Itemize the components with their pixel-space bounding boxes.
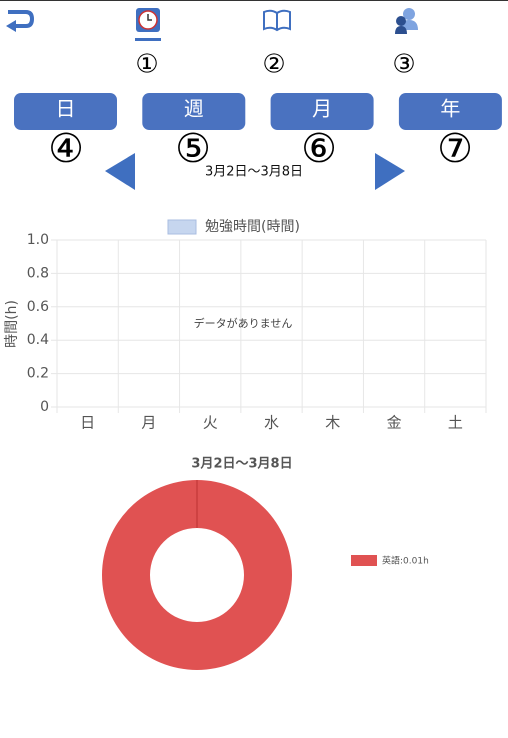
back-icon	[8, 10, 35, 28]
legend-swatch	[351, 555, 377, 566]
x-tick-label: 火	[203, 414, 218, 432]
x-tick-label: 金	[387, 414, 402, 432]
back-arrow	[6, 20, 16, 32]
prev-button[interactable]	[105, 153, 135, 190]
clock-tab[interactable]	[135, 8, 161, 41]
empty-message: データがありません	[194, 316, 293, 330]
x-tick-label: 水	[264, 414, 279, 432]
tab-button[interactable]	[14, 93, 117, 130]
donut-segment	[102, 480, 292, 670]
tab-label: 週	[184, 97, 204, 121]
tab-button[interactable]	[398, 93, 502, 130]
date-range: 3月2日～3月8日	[205, 165, 303, 180]
next-button[interactable]	[375, 153, 405, 190]
tab-label: 日	[56, 97, 76, 121]
clock-hands	[147, 14, 152, 21]
tab-button[interactable]	[270, 93, 374, 130]
legend-swatch	[167, 219, 197, 235]
x-tick-label: 土	[448, 414, 463, 432]
y-tick-label: 0.8	[27, 265, 49, 281]
y-tick-label: 0.6	[27, 299, 49, 315]
legend-label: 英語:0.01h	[382, 555, 429, 567]
y-tick-label: 0.2	[27, 366, 49, 382]
book-tab[interactable]	[263, 9, 291, 32]
tab-button[interactable]	[142, 93, 246, 130]
x-tick-label: 日	[80, 414, 95, 432]
marker: ④	[48, 126, 84, 172]
marker: ⑥	[301, 126, 337, 172]
people-tab[interactable]	[395, 8, 418, 34]
marker: ⑦	[437, 126, 473, 172]
legend-label: 勉強時間(時間)	[205, 219, 300, 235]
bar-chart: 勉強時間(時間) 0 0.2 0.4 0.6 0.8 1.0 日 月 火 水 木 金 土 時間(h) データが…	[4, 219, 487, 432]
active-underline	[135, 38, 161, 41]
x-tick-label: 月	[141, 414, 156, 432]
person-front	[396, 16, 406, 26]
person-front-body	[395, 26, 407, 34]
marker: ①	[135, 50, 158, 80]
y-tick-label: 0	[40, 399, 49, 415]
tab-label: 月	[312, 97, 332, 121]
y-tick-label: 1.0	[27, 232, 49, 248]
marker: ②	[262, 50, 285, 80]
person-back	[403, 8, 415, 20]
period-tabs: 日週月年	[14, 93, 502, 130]
marker: ③	[392, 50, 415, 80]
book-icon	[263, 9, 291, 32]
marker: ⑤	[175, 126, 211, 172]
tab-label: 年	[440, 97, 460, 121]
y-tick-label: 0.4	[27, 332, 49, 348]
back-button[interactable]	[6, 10, 35, 32]
y-axis-label: 時間(h)	[4, 300, 20, 348]
donut-title: 3月2日～3月8日	[191, 457, 292, 472]
x-tick-label: 木	[325, 414, 340, 432]
